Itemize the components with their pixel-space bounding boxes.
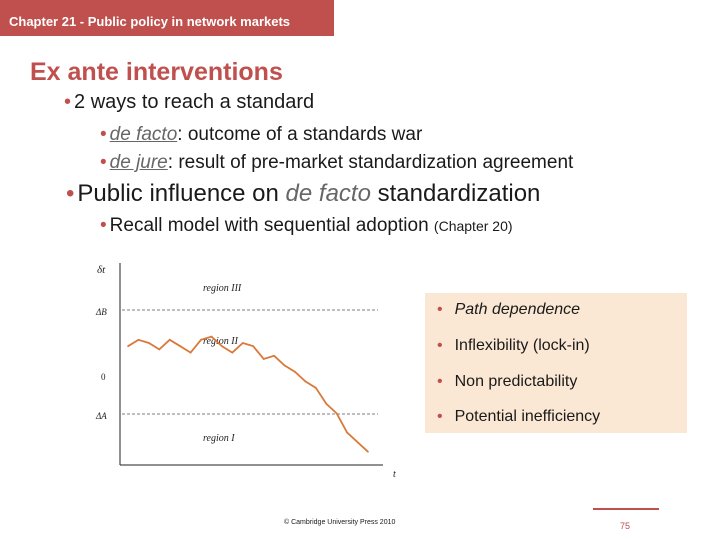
- region-2-label: region II: [203, 336, 239, 347]
- adoption-path-point: [335, 412, 338, 415]
- box-item-inflexibility: • Inflexibility (lock-in): [437, 337, 590, 354]
- adoption-path-line: [127, 335, 369, 453]
- adoption-path-point: [262, 358, 265, 360]
- adoption-path-point: [179, 345, 181, 347]
- adoption-path-point: [127, 345, 129, 347]
- box-item-path-dependence: • Path dependence: [437, 301, 581, 318]
- bullet-dot: •: [100, 124, 107, 145]
- page-number-rule: [593, 508, 659, 510]
- bullet-dot: •: [437, 337, 443, 354]
- bullet-dot: •: [437, 301, 443, 318]
- adoption-path-point: [200, 339, 202, 341]
- y-tick-lower: ΔA: [95, 411, 107, 421]
- adoption-path-point: [137, 339, 140, 341]
- x-axis-label: t: [393, 469, 396, 480]
- y-axis-label: δt: [97, 264, 106, 276]
- box-item-non-predictability: • Non predictability: [437, 373, 578, 390]
- adoption-path-point: [148, 342, 150, 344]
- bullet-recall-model: • Recall model with sequential adoption (…: [100, 215, 513, 236]
- series-layer: [127, 335, 369, 453]
- bullet-dot: •: [437, 373, 443, 390]
- adoption-path-point: [242, 342, 244, 344]
- region-1-label: region I: [203, 433, 235, 444]
- bullet-dot: •: [66, 180, 75, 207]
- bullet-dot: •: [100, 215, 107, 236]
- adoption-path-point: [304, 380, 307, 383]
- bullet-dot: •: [437, 408, 443, 425]
- adoption-path-point: [168, 339, 171, 341]
- copyright-footer: © Cambridge University Press 2010: [284, 519, 396, 526]
- adoption-path-point: [189, 351, 192, 354]
- adoption-path-point: [231, 351, 234, 354]
- region-3-label: region III: [203, 283, 242, 294]
- header-bar: [0, 0, 334, 36]
- properties-box: • Path dependence • Inflexibility (lock-in…: [425, 293, 687, 433]
- adoption-path-point: [158, 348, 161, 351]
- y-tick-zero: 0: [101, 372, 106, 382]
- bullet-two-ways: • 2 ways to reach a standard: [64, 91, 315, 113]
- bullet-de-facto: • de facto: outcome of a standards war: [100, 124, 423, 145]
- slide-title: Ex ante interventions: [30, 58, 283, 86]
- sequential-adoption-chart: δt ΔB 0 ΔA t region III region II region…: [93, 255, 403, 485]
- adoption-path-point: [356, 441, 359, 443]
- chapter-header: Chapter 21 - Public policy in network ma…: [9, 14, 291, 29]
- chart-svg: δt ΔB 0 ΔA t region III region II region…: [95, 263, 396, 480]
- adoption-path-point: [273, 355, 275, 357]
- adoption-path-point: [367, 451, 369, 453]
- page-number: 75: [620, 521, 631, 531]
- adoption-path-point: [315, 387, 317, 389]
- adoption-path-point: [325, 403, 328, 405]
- bullet-de-jure: • de jure: result of pre-market standardi…: [100, 152, 574, 173]
- adoption-path-point: [221, 345, 223, 347]
- bullet-public-influence: • Public influence on de facto standardiz…: [66, 180, 541, 207]
- adoption-path-point: [346, 431, 348, 434]
- box-item-potential-inefficiency: • Potential inefficiency: [437, 408, 601, 425]
- adoption-path-point: [283, 364, 286, 367]
- bullet-dot: •: [100, 152, 107, 173]
- y-tick-upper: ΔB: [95, 307, 107, 317]
- adoption-path-point: [252, 345, 254, 347]
- adoption-path-point: [294, 371, 296, 373]
- bullet-dot: •: [64, 91, 72, 113]
- adoption-path-point: [210, 335, 213, 338]
